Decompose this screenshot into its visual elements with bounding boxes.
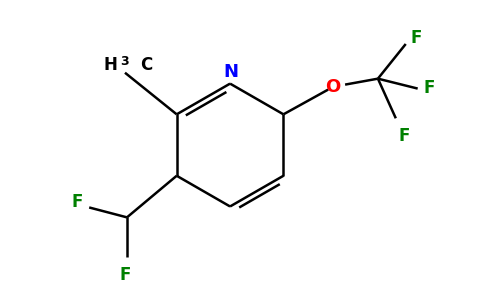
Text: F: F [119,266,131,284]
Text: F: F [72,193,83,211]
Text: F: F [399,127,410,145]
Text: 3: 3 [121,55,129,68]
Text: N: N [224,63,239,81]
Text: F: F [411,29,422,47]
Text: H: H [103,56,117,74]
Text: F: F [424,79,435,97]
Text: O: O [326,78,341,96]
Text: C: C [140,56,152,74]
